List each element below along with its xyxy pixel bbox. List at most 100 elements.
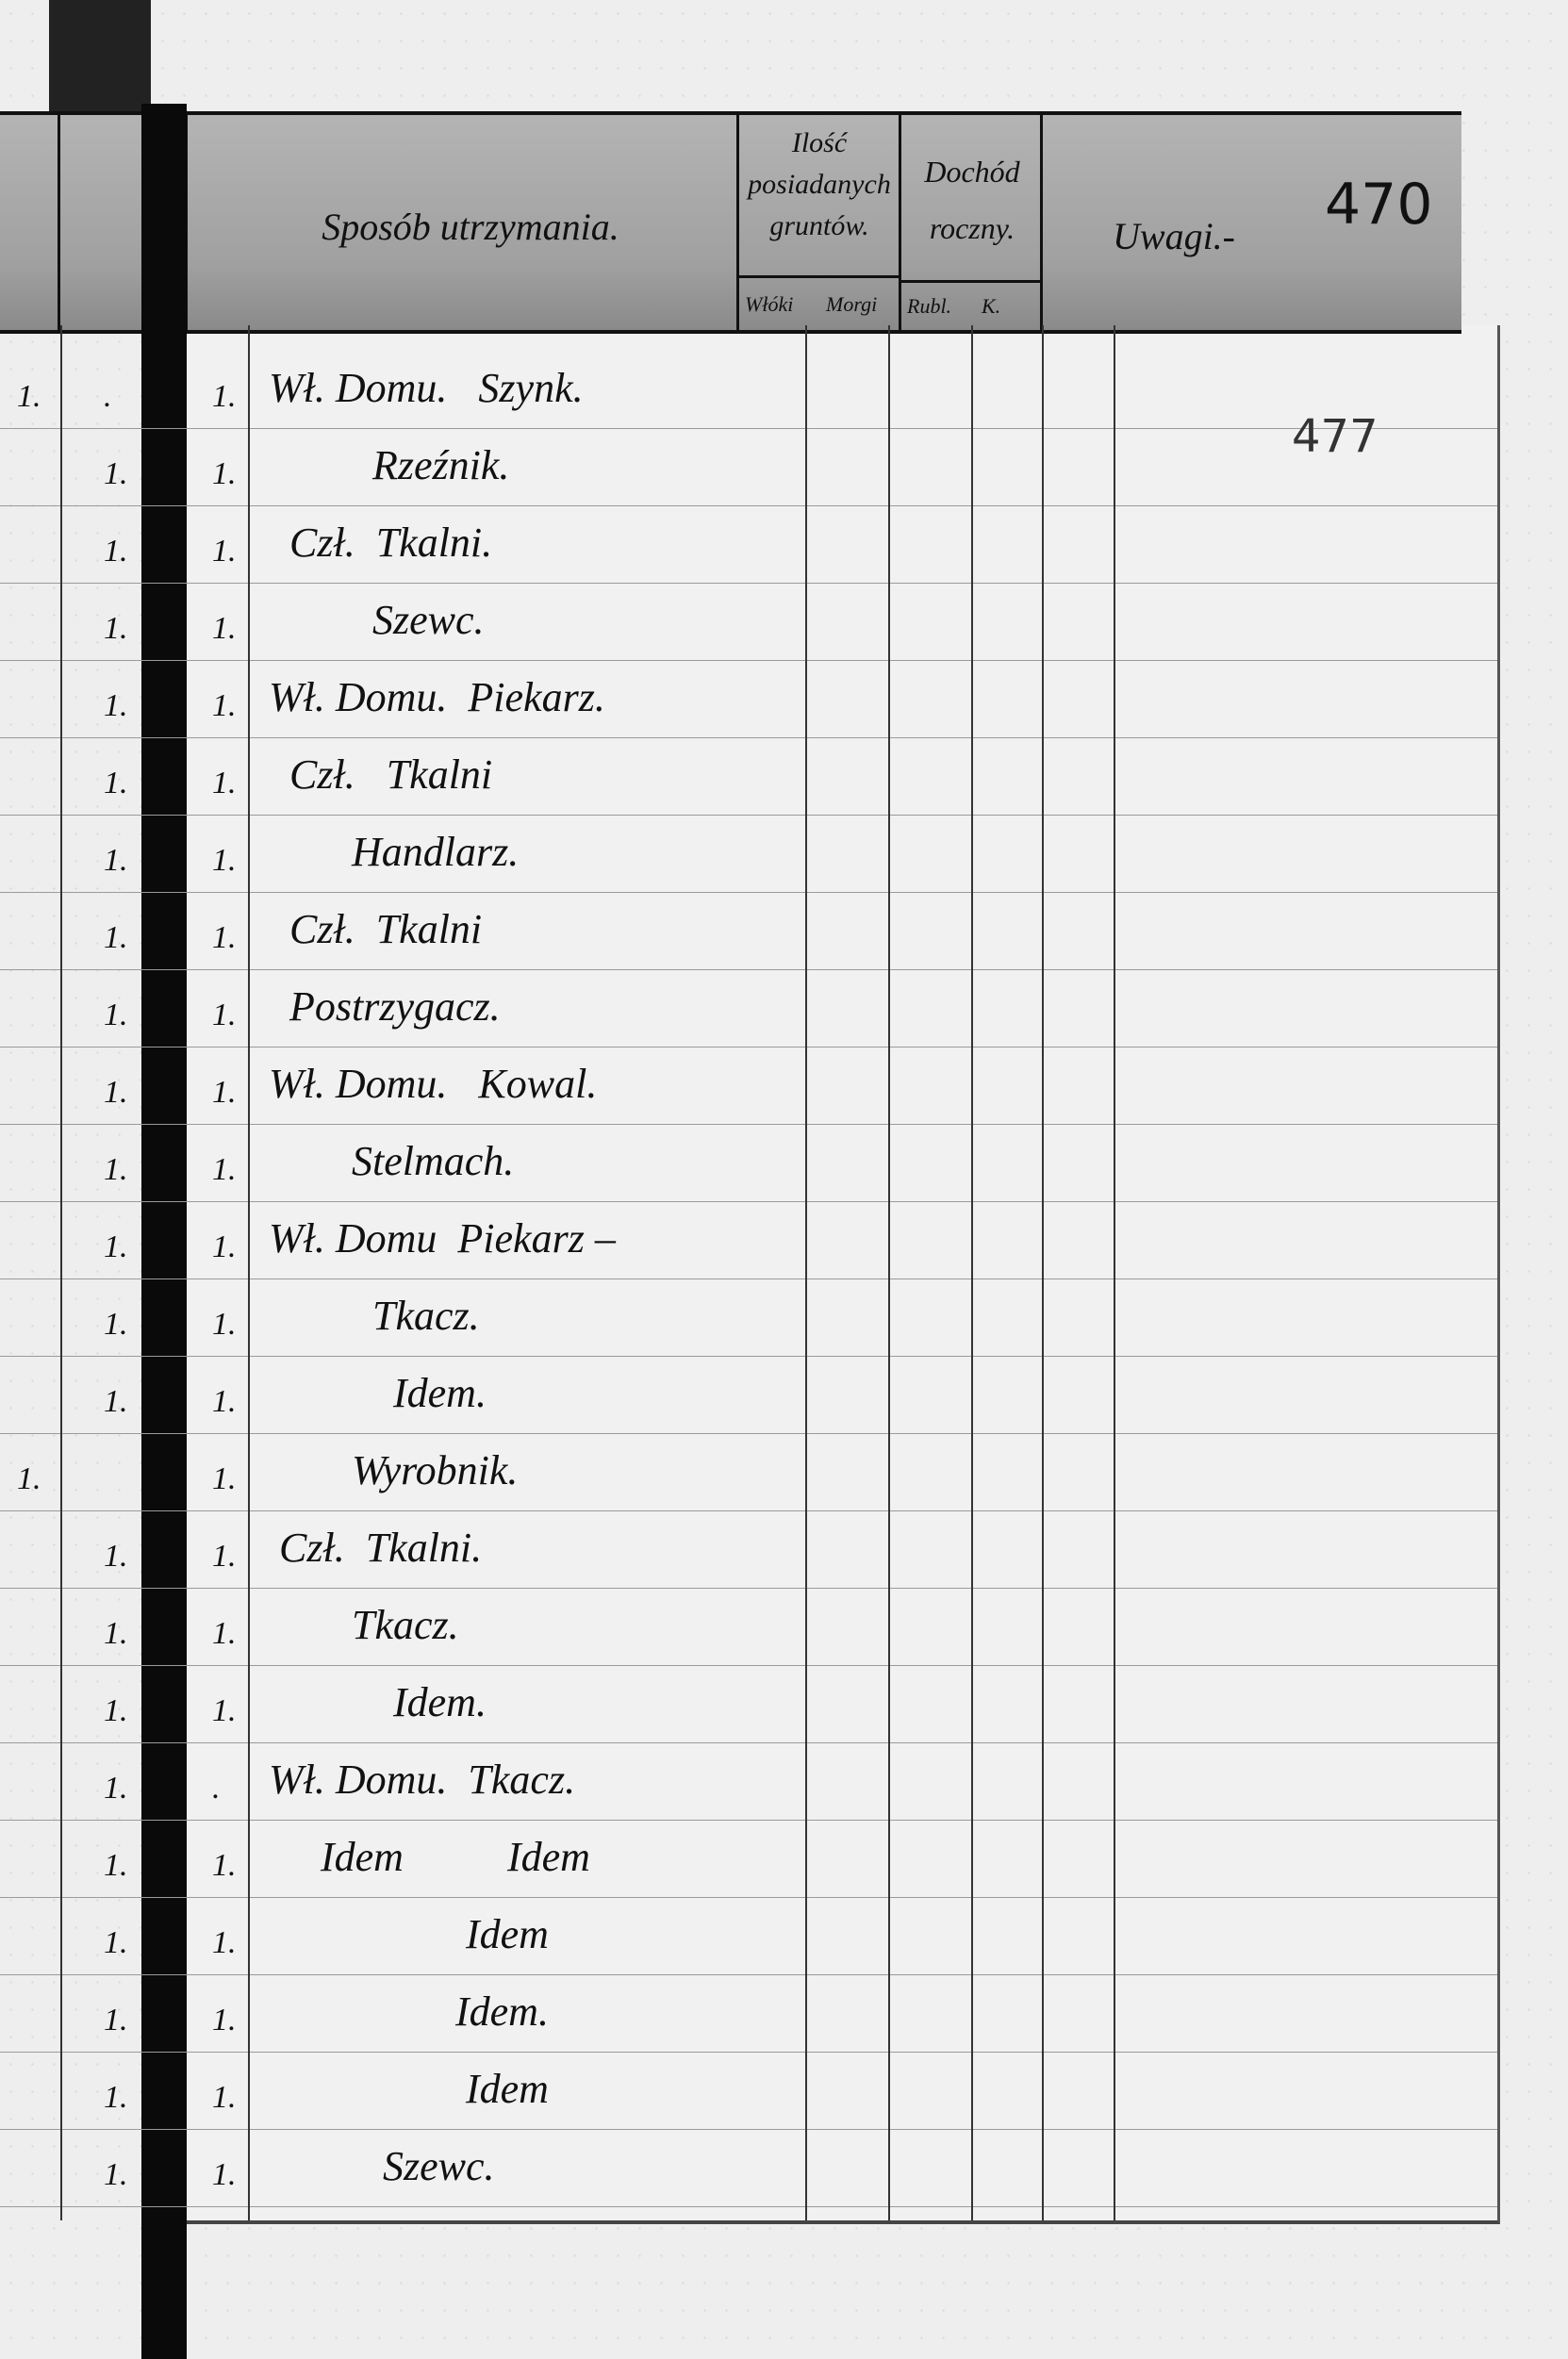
table-row: 1. 1. Czł. Tkalni.	[0, 1510, 1497, 1589]
header-occupation-label: Sposób utrzymania.	[322, 206, 619, 248]
header-income-kop: K.	[982, 294, 1001, 318]
occupation-cell: Wł. Domu. Piekarz.	[269, 674, 605, 720]
table-row: 1. 1. Postrzygacz.	[0, 969, 1497, 1048]
binding-shadow	[49, 0, 151, 113]
header-col-a	[0, 115, 60, 330]
col-c-mark: 1.	[212, 2080, 237, 2115]
occupation-cell: Idem Idem	[269, 1834, 590, 1880]
occupation-cell: Szewc.	[269, 2143, 495, 2189]
pencil-page-number: 477	[1292, 410, 1378, 463]
col-b-mark: 1.	[104, 2157, 128, 2192]
occupation-cell: Stelmach.	[269, 1138, 515, 1184]
occupation-cell: Wł. Domu. Tkacz.	[269, 1757, 576, 1803]
occupation-cell: Idem.	[269, 1988, 549, 2035]
table-row: 1. 1. Czł. Tkalni	[0, 737, 1497, 816]
col-b-mark: 1.	[104, 843, 128, 878]
table-row: 1. 1. Wł. Domu. Kowal.	[0, 1047, 1497, 1125]
ledger-page	[187, 325, 1500, 2224]
table-row: 1. 1. Wł. Domu Piekarz –	[0, 1201, 1497, 1279]
col-b-mark: 1.	[104, 1848, 128, 1883]
col-b-mark: 1.	[104, 1539, 128, 1574]
col-a-mark: 1.	[17, 379, 41, 414]
column-rule	[805, 325, 807, 2220]
header-land-morgi: Morgi	[826, 292, 878, 316]
table-row: 1. 1. Wł. Domu. Piekarz.	[0, 660, 1497, 738]
col-b-mark: 1.	[104, 1229, 128, 1264]
occupation-cell: Wł. Domu Piekarz –	[269, 1215, 616, 1262]
header-income-rubl: Rubl.	[907, 294, 952, 318]
col-c-mark: 1.	[212, 1075, 237, 1110]
col-b-mark: .	[104, 379, 112, 414]
col-c-mark: 1.	[212, 1616, 237, 1651]
occupation-cell: Czł. Tkalni.	[269, 1525, 483, 1571]
occupation-cell: Rzeźnik.	[269, 442, 510, 488]
col-c-mark: 1.	[212, 1307, 237, 1342]
col-c-mark: 1.	[212, 1152, 237, 1187]
header-income-label: Dochód roczny.	[924, 155, 1020, 245]
page-number: 470	[1325, 172, 1433, 238]
col-c-mark: 1.	[212, 843, 237, 878]
col-c-mark: 1.	[212, 1461, 237, 1496]
column-rule	[1042, 325, 1044, 2220]
occupation-cell: Wł. Domu. Szynk.	[269, 365, 584, 411]
occupation-cell: Tkacz.	[269, 1293, 480, 1339]
table-row: 1. 1. Idem Idem	[0, 1820, 1497, 1898]
col-c-mark: 1.	[212, 611, 237, 646]
col-c-mark: 1.	[212, 920, 237, 955]
col-c-mark: 1.	[212, 766, 237, 800]
occupation-cell: Czł. Tkalni.	[269, 520, 493, 566]
col-c-mark: 1.	[212, 1384, 237, 1419]
occupation-cell: Idem	[269, 2066, 549, 2112]
col-c-mark: 1.	[212, 998, 237, 1032]
table-row: 1. 1. Rzeźnik.	[0, 428, 1497, 506]
occupation-cell: Tkacz.	[269, 1602, 459, 1648]
col-b-mark: 1.	[104, 456, 128, 491]
table-row: 1. 1. Tkacz.	[0, 1278, 1497, 1357]
column-rule	[1114, 325, 1115, 2220]
col-c-mark: .	[212, 1771, 221, 1806]
col-c-mark: 1.	[212, 688, 237, 723]
occupation-cell: Wyrobnik.	[269, 1447, 519, 1493]
header-land-label: Ilość posiadanych gruntów.	[748, 127, 891, 241]
col-b-mark: 1.	[104, 1771, 128, 1806]
col-c-mark: 1.	[212, 2003, 237, 2037]
column-rule	[971, 325, 973, 2220]
table-row: 1. 1. Wyrobnik.	[0, 1433, 1497, 1511]
col-b-mark: 1.	[104, 688, 128, 723]
column-rule	[248, 325, 250, 2220]
table-row: 1. 1. Idem	[0, 2052, 1497, 2130]
header-occupation: Sposób utrzymania.	[188, 115, 739, 330]
book-binding	[141, 104, 187, 2359]
table-row: 1. 1. Idem.	[0, 1974, 1497, 2053]
col-b-mark: 1.	[104, 1384, 128, 1419]
table-row: 1. 1. Idem.	[0, 1665, 1497, 1743]
col-c-mark: 1.	[212, 1925, 237, 1960]
col-c-mark: 1.	[212, 534, 237, 569]
occupation-cell: Idem	[269, 1911, 549, 1957]
header-land: Ilość posiadanych gruntów. Włóki Morgi	[739, 115, 901, 330]
col-b-mark: 1.	[104, 1307, 128, 1342]
header-divider	[739, 275, 901, 278]
col-c-mark: 1.	[212, 1848, 237, 1883]
col-c-mark: 1.	[212, 2157, 237, 2192]
col-b-mark: 1.	[104, 766, 128, 800]
table-row: 1. 1. Tkacz.	[0, 1588, 1497, 1666]
col-a-mark: 1.	[17, 1461, 41, 1496]
col-b-mark: 1.	[104, 534, 128, 569]
table-row: 1.. Wł. Domu. Tkacz.	[0, 1742, 1497, 1821]
occupation-cell: Handlarz.	[269, 829, 520, 875]
column-rule	[60, 325, 62, 2220]
table-row: 1.. 1. Wł. Domu. Szynk.	[0, 351, 1497, 429]
col-b-mark: 1.	[104, 998, 128, 1032]
table-header: Sposób utrzymania. Ilość posiadanych gru…	[0, 111, 1461, 334]
col-b-mark: 1.	[104, 2080, 128, 2115]
col-b-mark: 1.	[104, 920, 128, 955]
occupation-cell: Szewc.	[269, 597, 485, 643]
col-c-mark: 1.	[212, 1539, 237, 1574]
col-b-mark: 1.	[104, 2003, 128, 2037]
col-c-mark: 1.	[212, 379, 237, 414]
col-b-mark: 1.	[104, 611, 128, 646]
col-b-mark: 1.	[104, 1152, 128, 1187]
table-row: 1. 1. Czł. Tkalni	[0, 892, 1497, 970]
table-row: 1. 1. Czł. Tkalni.	[0, 505, 1497, 584]
